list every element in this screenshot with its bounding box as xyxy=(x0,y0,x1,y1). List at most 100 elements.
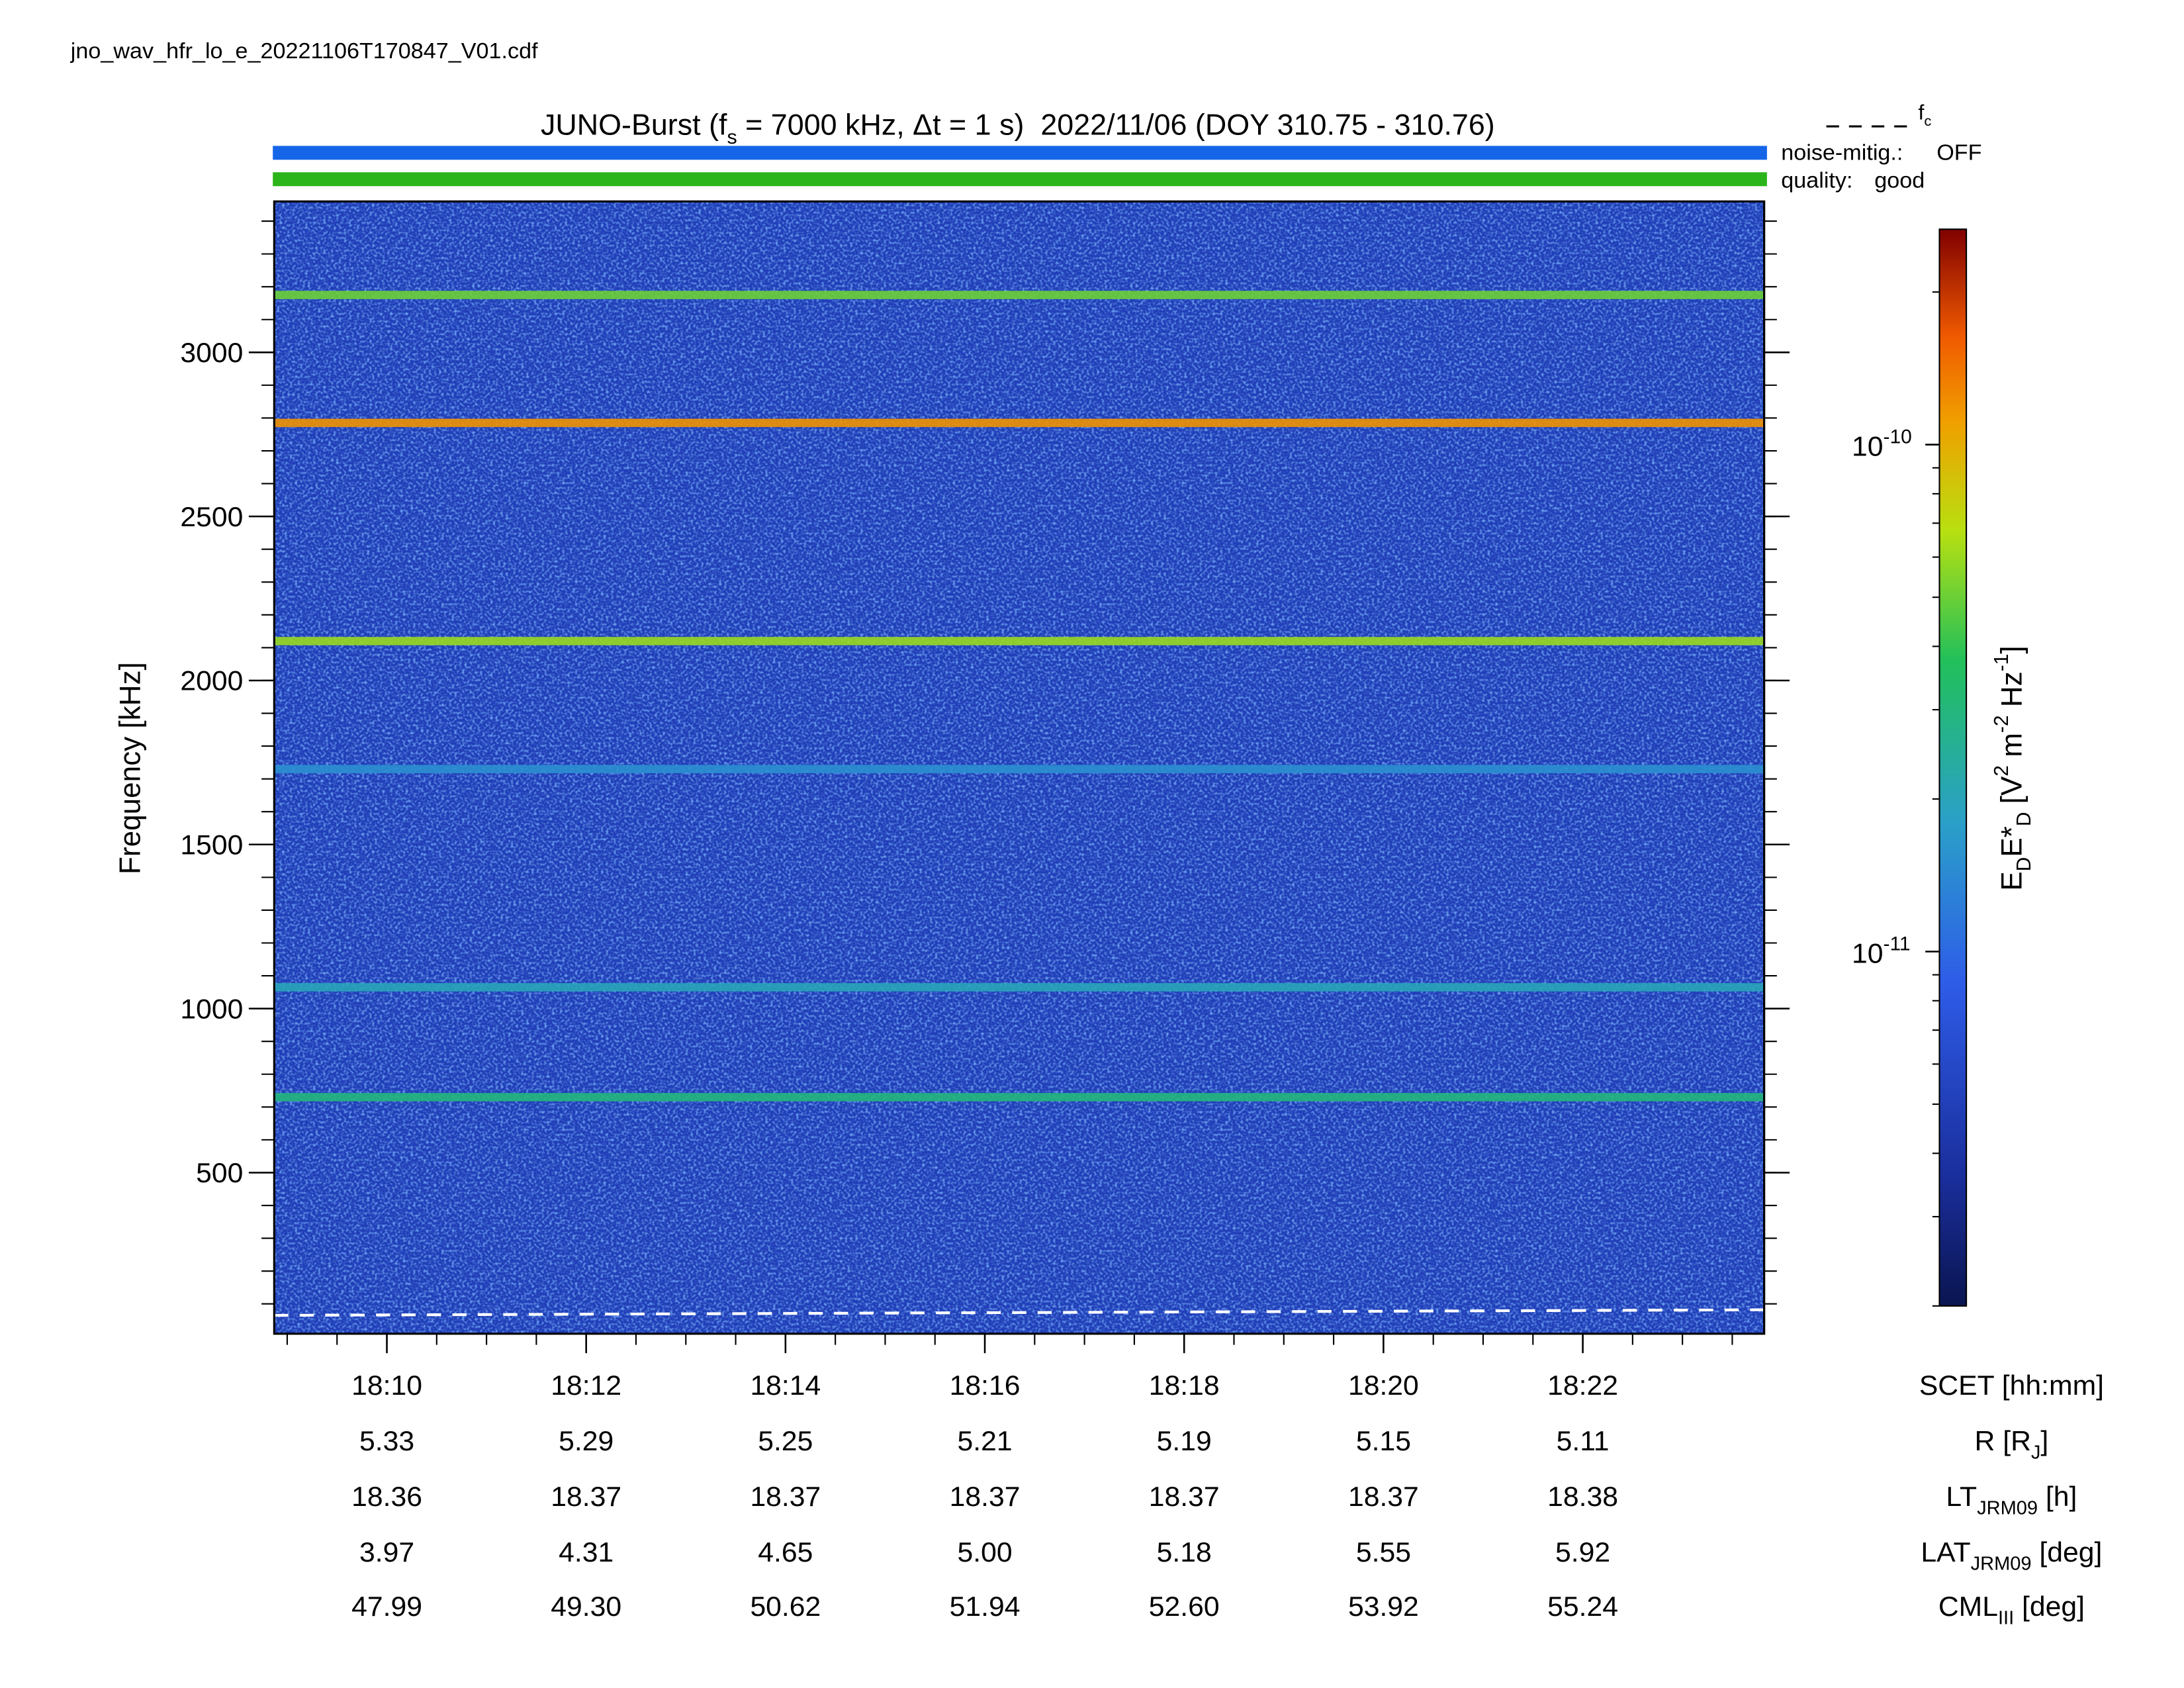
ephemeris-value: 5.33 xyxy=(359,1425,414,1456)
quality-value: good xyxy=(1874,168,1925,193)
ephemeris-value: 53.92 xyxy=(1348,1591,1419,1622)
noise-value: OFF xyxy=(1936,140,1981,165)
y-tick-label: 3000 xyxy=(180,337,243,368)
x-axis-label-part: SCET [hh:mm] xyxy=(1919,1370,2104,1401)
legend-fc-label-part: f xyxy=(1918,101,1924,124)
y-tick-label: 500 xyxy=(196,1157,243,1188)
colorbar-tick-label: 10-11 xyxy=(1852,933,1910,969)
ephemeris-label-part: LAT xyxy=(1921,1536,1970,1568)
fc-line xyxy=(274,1308,1764,1317)
y-tick-label: 1500 xyxy=(180,829,243,861)
ephemeris-value: 49.30 xyxy=(551,1591,621,1622)
chart-title-part: = 7000 kHz, Δt = 1 s) 2022/11/06 (DOY 31… xyxy=(737,109,1495,142)
x-tick-label: 18:12 xyxy=(551,1370,621,1401)
ephemeris-value: 3.97 xyxy=(359,1536,414,1568)
ephemeris-value: 18.37 xyxy=(1149,1481,1220,1512)
x-tick-label: 18:14 xyxy=(750,1370,821,1401)
ephemeris-value: 47.99 xyxy=(351,1591,422,1622)
colorbar-label-part: ] xyxy=(1995,645,2028,653)
ephemeris-value: 5.55 xyxy=(1356,1536,1411,1568)
colorbar-label-part: E xyxy=(1995,871,2028,890)
ephemeris-value: 52.60 xyxy=(1149,1591,1220,1622)
colorbar-tick-base: 10 xyxy=(1852,938,1884,969)
colorbar-tick-base: 10 xyxy=(1852,431,1884,462)
ephemeris-label-part: ] xyxy=(2040,1425,2048,1456)
ephemeris-label-part: [h] xyxy=(2038,1481,2077,1512)
plot-frame xyxy=(273,200,1766,1335)
bands xyxy=(274,291,1764,1102)
ephemeris-value: 5.92 xyxy=(1555,1536,1610,1568)
ephemeris-value: 4.65 xyxy=(758,1536,813,1568)
legend-fc-label: fc xyxy=(1918,101,1931,129)
y-tick-label: 2000 xyxy=(180,665,243,696)
colorbar xyxy=(1938,228,1968,1307)
legend-fc-label-part: c xyxy=(1924,113,1931,129)
y-tick-label: 2500 xyxy=(180,501,243,532)
noise-mitigation-bar xyxy=(273,146,1767,160)
colorbar-label-part: D xyxy=(2013,812,2035,827)
ephemeris-label-part: LT xyxy=(1946,1481,1977,1512)
ephemeris-label-part: III xyxy=(1998,1608,2014,1629)
ephemeris-value: 5.29 xyxy=(559,1425,614,1456)
ephemeris-value: 18.37 xyxy=(551,1481,621,1512)
y-axis-label: Frequency [kHz] xyxy=(114,662,146,874)
noise-label: noise-mitig.: xyxy=(1781,140,1903,165)
ephemeris-label: LTJRM09 [h] xyxy=(1946,1481,2077,1519)
x-tick-label: 18:20 xyxy=(1348,1370,1419,1401)
ephemeris-value: 5.19 xyxy=(1157,1425,1212,1456)
ephemeris-value: 5.21 xyxy=(957,1425,1012,1456)
band xyxy=(274,1093,1764,1102)
ephemeris-label-part: JRM09 xyxy=(1971,1554,2032,1575)
colorbar-label-part: E* xyxy=(1995,826,2028,857)
ephemeris-label: LATJRM09 [deg] xyxy=(1921,1536,2102,1574)
x-tick-label: 18:10 xyxy=(351,1370,422,1401)
ephemeris-value: 5.15 xyxy=(1356,1425,1411,1456)
filename: jno_wav_hfr_lo_e_20221106T170847_V01.cdf xyxy=(70,38,538,64)
y-tick-label: 1000 xyxy=(180,994,243,1025)
ephemeris-value: 50.62 xyxy=(750,1591,821,1622)
colorbar-label-part: -2 xyxy=(1991,715,2013,733)
ephemeris-label-part: JRM09 xyxy=(1977,1498,2038,1519)
x-tick-label: 18:22 xyxy=(1547,1370,1618,1401)
ephemeris-label-part: J xyxy=(2031,1442,2041,1464)
quality-bar xyxy=(273,172,1767,187)
ephemeris-value: 18.36 xyxy=(351,1481,422,1512)
chart-title: JUNO-Burst (fs = 7000 kHz, Δt = 1 s) 202… xyxy=(541,109,1495,148)
x-tick-label: 18:18 xyxy=(1149,1370,1220,1401)
ephemeris-value: 55.24 xyxy=(1547,1591,1618,1622)
band xyxy=(274,637,1764,645)
band xyxy=(274,418,1764,428)
x-tick-label: 18:16 xyxy=(950,1370,1021,1401)
ephemeris-value: 5.00 xyxy=(957,1536,1012,1568)
colorbar-tick-label: 10-10 xyxy=(1852,426,1912,462)
band xyxy=(274,291,1764,299)
ephemeris-label-part: R [R xyxy=(1975,1425,2031,1456)
quality-label: quality: xyxy=(1781,168,1852,193)
ephemeris-label: R [RJ] xyxy=(1975,1425,2049,1463)
ephemeris-value: 4.31 xyxy=(559,1536,614,1568)
ephemeris-value: 5.11 xyxy=(1557,1425,1610,1456)
ephemeris-value: 18.37 xyxy=(1348,1481,1419,1512)
ephemeris-value: 51.94 xyxy=(950,1591,1021,1622)
ephemeris-label-part: [deg] xyxy=(2032,1536,2103,1568)
band xyxy=(274,765,1764,774)
ephemeris-value: 18.38 xyxy=(1547,1481,1618,1512)
ephemeris-label: CMLIII [deg] xyxy=(1938,1591,2085,1628)
ephemeris-value: 18.37 xyxy=(750,1481,821,1512)
chart-title-part: JUNO-Burst (f xyxy=(541,109,727,142)
band xyxy=(274,983,1764,992)
colorbar-label-part: Hz xyxy=(1995,671,2028,715)
colorbar-label-part: m xyxy=(1995,733,2028,765)
colorbar-tick-exponent: -10 xyxy=(1884,426,1912,448)
colorbar-label-part: 2 xyxy=(1991,765,2013,776)
colorbar-label: EDE*D [V2 m-2 Hz-1] xyxy=(1991,645,2035,890)
ephemeris-label-part: [deg] xyxy=(2014,1591,2085,1622)
x-axis-label: SCET [hh:mm] xyxy=(1919,1370,2104,1401)
ephemeris-value: 5.25 xyxy=(758,1425,813,1456)
colorbar-label-part: [V xyxy=(1995,776,2028,812)
colorbar-label-part: -1 xyxy=(1991,654,2013,672)
ephemeris-label-part: CML xyxy=(1938,1591,1998,1622)
chart-title-part: s xyxy=(727,126,737,148)
colorbar-label-part: D xyxy=(2013,857,2035,872)
